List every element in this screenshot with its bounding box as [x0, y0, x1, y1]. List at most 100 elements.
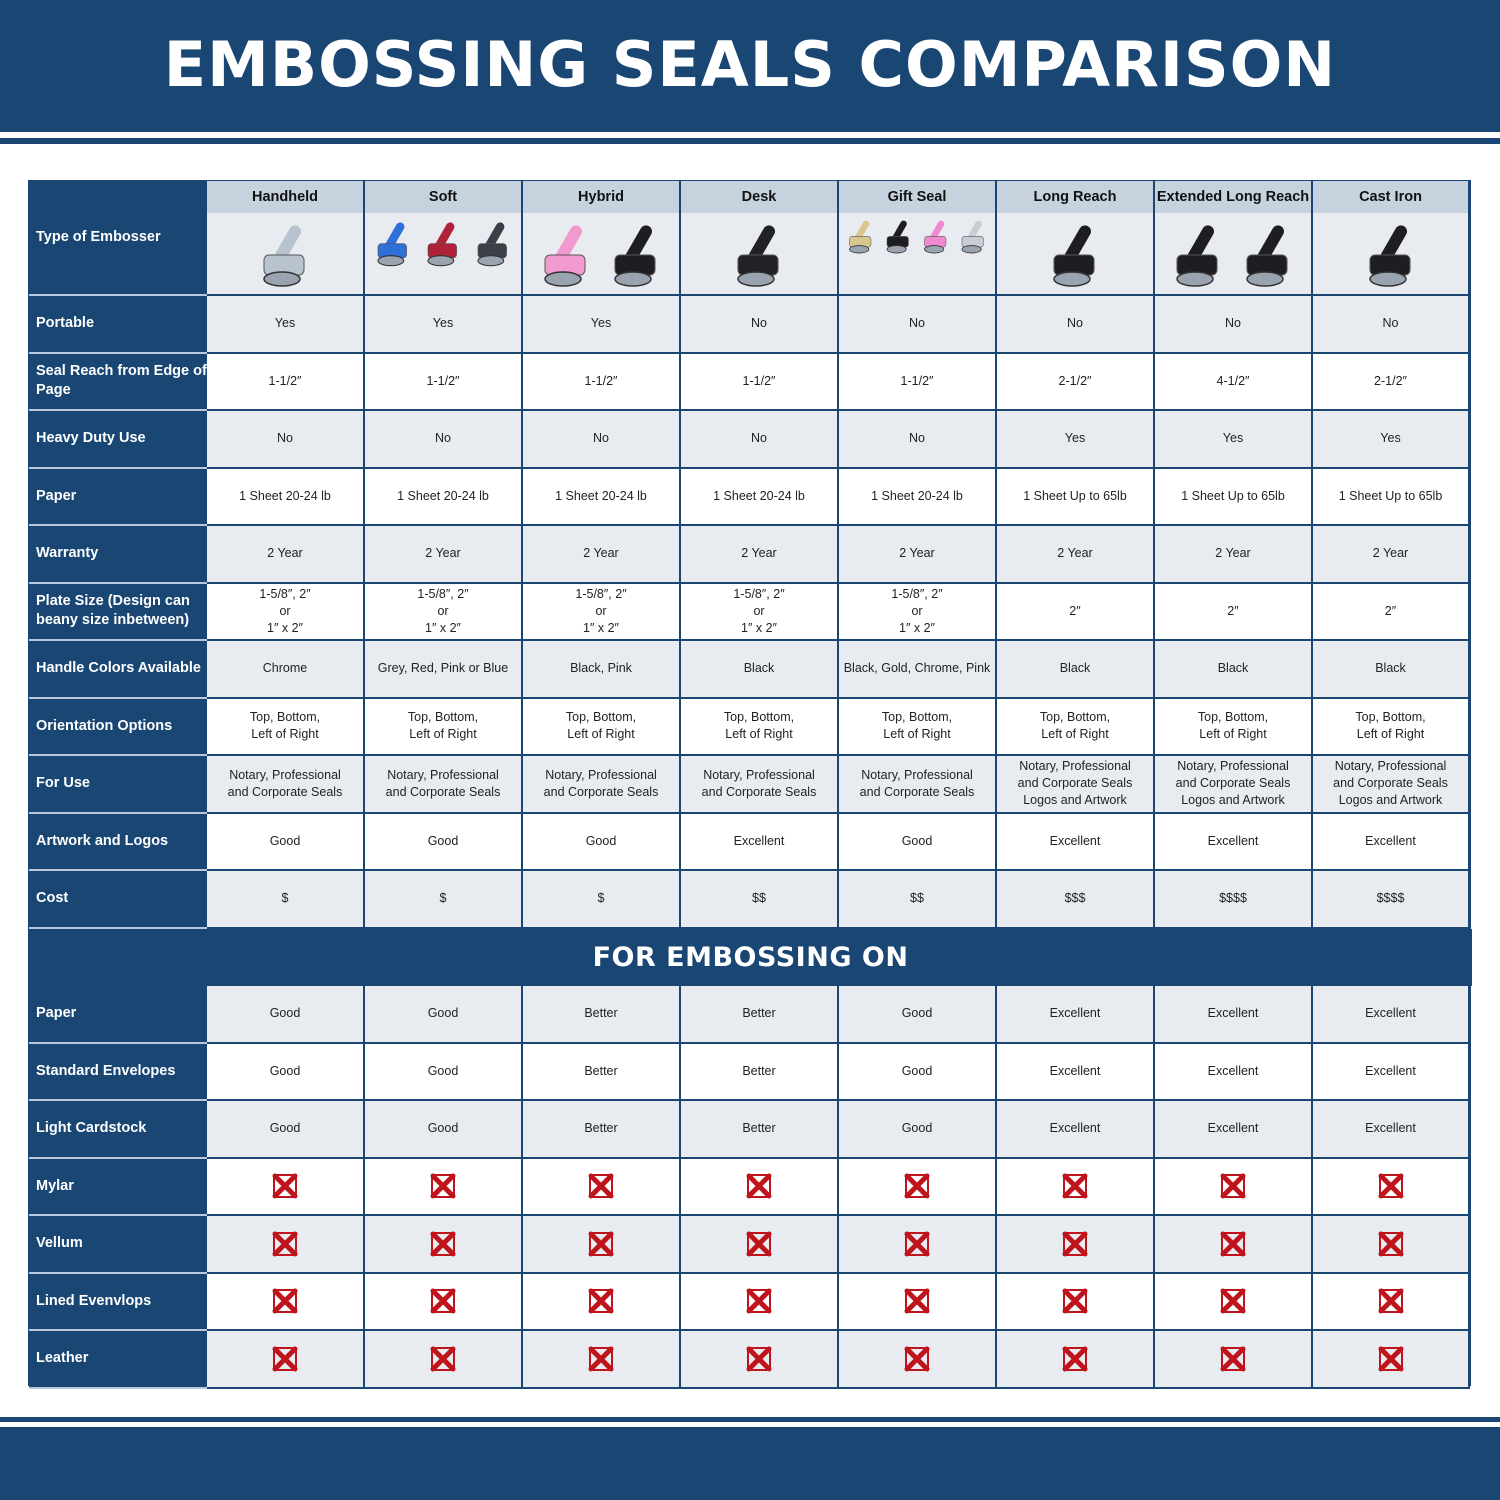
x-icon	[272, 1173, 298, 1199]
table-cell	[365, 1273, 523, 1331]
embosser-icon	[1368, 224, 1410, 287]
x-icon	[588, 1346, 614, 1372]
table-cell: No	[1155, 296, 1313, 354]
table-cell: 2″	[997, 583, 1155, 641]
table-cell	[1313, 1158, 1470, 1216]
column-header: Desk	[681, 181, 839, 213]
table-cell: 2″	[1155, 583, 1313, 641]
table-cell	[1313, 1273, 1470, 1331]
table-cell: Yes	[997, 411, 1155, 469]
table-cell: 2″	[1313, 583, 1470, 641]
table-cell: Notary, Professional and Corporate Seals…	[1155, 756, 1313, 814]
table-cell: 1 Sheet 20-24 lb	[365, 468, 523, 526]
table-cell	[207, 1216, 365, 1274]
table-cell: 1 Sheet Up to 65lb	[997, 468, 1155, 526]
table-cell: 2 Year	[207, 526, 365, 584]
table-cell	[839, 1216, 997, 1274]
table-cell: Good	[839, 1101, 997, 1159]
table-cell: Excellent	[997, 986, 1155, 1044]
table-cell: Better	[681, 1043, 839, 1101]
table-cell	[365, 1158, 523, 1216]
table-cell: Top, Bottom, Left of Right	[839, 698, 997, 756]
embosser-image	[997, 213, 1155, 296]
row-label: Lined Evenvlops	[29, 1273, 207, 1331]
table-cell: Black	[1313, 641, 1470, 699]
row-label: Seal Reach from Edge of Page	[29, 353, 207, 411]
table-cell: Black, Gold, Chrome, Pink	[839, 641, 997, 699]
x-icon	[904, 1173, 930, 1199]
table-cell	[365, 1216, 523, 1274]
table-cell: Notary, Professional and Corporate Seals	[839, 756, 997, 814]
table-cell: Notary, Professional and Corporate Seals	[365, 756, 523, 814]
table-cell: 1-1/2″	[523, 353, 681, 411]
row-label: Plate Size (Design can beany size inbetw…	[29, 583, 207, 641]
table-cell: $	[207, 871, 365, 929]
table-cell	[1313, 1331, 1470, 1389]
embosser-image	[681, 213, 839, 296]
table-cell: $$$$	[1313, 871, 1470, 929]
table-cell: 1 Sheet 20-24 lb	[523, 468, 681, 526]
table-cell: No	[681, 296, 839, 354]
table-cell	[207, 1158, 365, 1216]
table-cell: 2 Year	[1313, 526, 1470, 584]
embosser-icon	[849, 220, 984, 253]
x-icon	[1220, 1231, 1246, 1257]
table-cell: Yes	[1313, 411, 1470, 469]
row-label: Paper	[29, 468, 207, 526]
table-cell	[839, 1331, 997, 1389]
table-cell: 1-1/2″	[839, 353, 997, 411]
table-cell	[1155, 1216, 1313, 1274]
table-cell: Better	[681, 986, 839, 1044]
row-label: Cost	[29, 871, 207, 929]
comparison-table: Type of Embosser Handheld Soft Hybrid Des…	[28, 180, 1472, 1389]
x-icon	[588, 1173, 614, 1199]
row-label: Leather	[29, 1331, 207, 1389]
table-cell: Good	[207, 1101, 365, 1159]
table-cell: Excellent	[1313, 1043, 1470, 1101]
table-cell: 1-5/8″, 2″ or 1″ x 2″	[681, 583, 839, 641]
table-cell	[523, 1158, 681, 1216]
table-cell: Good	[365, 1101, 523, 1159]
table-cell: No	[839, 296, 997, 354]
x-icon	[1220, 1173, 1246, 1199]
table-cell: Excellent	[997, 1101, 1155, 1159]
column-header: Cast Iron	[1313, 181, 1470, 213]
x-icon	[1378, 1231, 1403, 1257]
x-icon	[430, 1173, 456, 1199]
table-cell: 1 Sheet 20-24 lb	[207, 468, 365, 526]
x-icon	[1220, 1288, 1246, 1314]
row-label: Warranty	[29, 526, 207, 584]
table-cell: Black	[1155, 641, 1313, 699]
divider	[0, 138, 1500, 144]
row-label: Vellum	[29, 1216, 207, 1274]
table-cell: 4-1/2″	[1155, 353, 1313, 411]
table-cell: 1-1/2″	[207, 353, 365, 411]
x-icon	[588, 1288, 614, 1314]
embosser-image	[1313, 213, 1470, 296]
table-cell: $	[365, 871, 523, 929]
table-cell: Notary, Professional and Corporate Seals…	[997, 756, 1155, 814]
embosser-icon	[1053, 224, 1095, 287]
row-label: Heavy Duty Use	[29, 411, 207, 469]
x-icon	[1378, 1346, 1403, 1372]
x-icon	[746, 1346, 772, 1372]
table-cell	[681, 1158, 839, 1216]
table-cell: 1-1/2″	[365, 353, 523, 411]
table-cell: 2 Year	[523, 526, 681, 584]
table-cell: $$	[681, 871, 839, 929]
table-cell	[997, 1158, 1155, 1216]
table-cell: 1-5/8″, 2″ or 1″ x 2″	[523, 583, 681, 641]
row-label: Light Cardstock	[29, 1101, 207, 1159]
table-cell: Top, Bottom, Left of Right	[1313, 698, 1470, 756]
table-cell: Good	[207, 986, 365, 1044]
table-cell: Better	[523, 1043, 681, 1101]
x-icon	[746, 1231, 772, 1257]
table-cell: Better	[523, 986, 681, 1044]
table-cell: Yes	[365, 296, 523, 354]
table-cell: Better	[523, 1101, 681, 1159]
table-cell: $	[523, 871, 681, 929]
table-cell: 1-5/8″, 2″ or 1″ x 2″	[207, 583, 365, 641]
table-cell: 2-1/2″	[997, 353, 1155, 411]
table-cell: Grey, Red, Pink or Blue	[365, 641, 523, 699]
table-cell: Notary, Professional and Corporate Seals	[207, 756, 365, 814]
